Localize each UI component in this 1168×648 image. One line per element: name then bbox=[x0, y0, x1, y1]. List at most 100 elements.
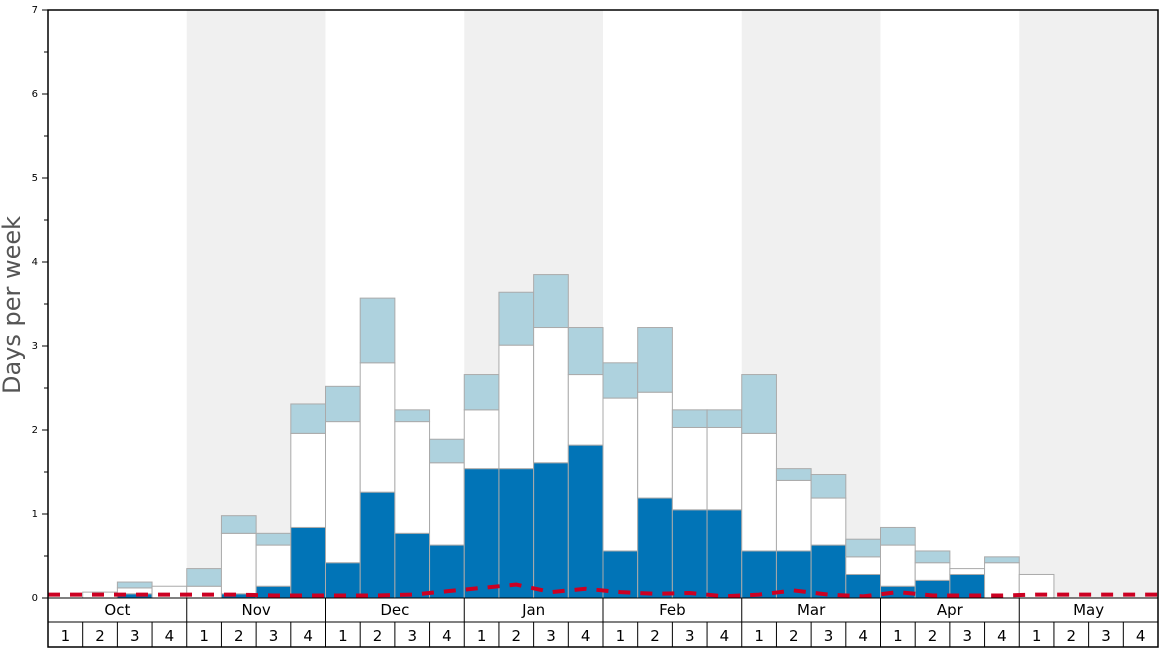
y-tick-label-4: 4 bbox=[32, 257, 38, 268]
y-tick-label-0: 0 bbox=[32, 593, 38, 604]
week-label-25: 1 bbox=[893, 627, 903, 645]
week-label-18: 2 bbox=[650, 627, 660, 645]
week-label-28: 4 bbox=[997, 627, 1007, 645]
bar-segment-dark-20 bbox=[706, 509, 743, 599]
week-label-30: 2 bbox=[1067, 627, 1077, 645]
week-label-22: 2 bbox=[789, 627, 799, 645]
month-label-may: May bbox=[1073, 601, 1104, 619]
week-label-3: 3 bbox=[130, 627, 140, 645]
week-label-1: 1 bbox=[61, 627, 71, 645]
week-label-12: 4 bbox=[442, 627, 452, 645]
week-label-14: 2 bbox=[512, 627, 522, 645]
bars bbox=[82, 274, 1055, 599]
week-label-13: 1 bbox=[477, 627, 487, 645]
bar-segment-light-17 bbox=[602, 362, 639, 399]
bar-segment-white-28 bbox=[984, 562, 1020, 599]
bar-segment-dark-18 bbox=[637, 497, 673, 599]
bar-segment-white-23 bbox=[810, 497, 847, 546]
week-label-2: 2 bbox=[95, 627, 105, 645]
y-tick-label-1: 1 bbox=[32, 509, 38, 520]
bar-segment-light-28 bbox=[984, 556, 1020, 564]
y-tick-label-3: 3 bbox=[32, 341, 38, 352]
week-label-15: 3 bbox=[546, 627, 556, 645]
week-label-21: 1 bbox=[754, 627, 764, 645]
bar-segment-white-26 bbox=[914, 562, 951, 581]
bar-segment-light-3 bbox=[116, 581, 153, 589]
bar-segment-white-12 bbox=[429, 462, 465, 546]
y-tick-label-6: 6 bbox=[32, 89, 38, 100]
y-axis-label: Days per week bbox=[0, 216, 26, 394]
bar-segment-light-21 bbox=[741, 374, 777, 434]
bar-segment-white-14 bbox=[498, 344, 535, 470]
bar-segment-light-12 bbox=[429, 438, 465, 464]
bar-segment-white-21 bbox=[741, 432, 777, 552]
week-label-19: 3 bbox=[685, 627, 695, 645]
bar-segment-white-22 bbox=[775, 479, 812, 552]
bar-segment-white-25 bbox=[880, 544, 916, 587]
y-axis: 0 1 2 3 4 5 6 7 bbox=[32, 5, 48, 604]
month-label-nov: Nov bbox=[241, 601, 270, 619]
bar-segment-white-6 bbox=[220, 532, 257, 595]
bar-segment-light-16 bbox=[567, 327, 604, 376]
bar-segment-white-9 bbox=[325, 421, 361, 564]
bar-segment-white-16 bbox=[567, 374, 604, 446]
bar-segment-light-18 bbox=[637, 327, 673, 393]
bar-segment-white-17 bbox=[602, 397, 639, 552]
bar-segment-white-19 bbox=[671, 426, 708, 511]
week-label-32: 4 bbox=[1136, 627, 1146, 645]
bar-segment-dark-9 bbox=[325, 562, 361, 599]
bar-segment-white-11 bbox=[394, 421, 431, 534]
bar-segment-white-10 bbox=[359, 362, 396, 493]
bar-segment-light-24 bbox=[845, 538, 881, 558]
dashed-line-path bbox=[48, 582, 1158, 599]
week-label-16: 4 bbox=[581, 627, 591, 645]
month-label-dec: Dec bbox=[380, 601, 409, 619]
month-label-jan: Jan bbox=[521, 601, 545, 619]
week-label-23: 3 bbox=[824, 627, 834, 645]
week-label-8: 4 bbox=[303, 627, 313, 645]
bar-segment-dark-19 bbox=[671, 509, 708, 599]
bar-segment-light-9 bbox=[325, 385, 361, 423]
x-axis: Oct Nov Dec Jan Feb Mar Apr May 1 2 3 4 1 2 3 4 1 2 3 4 1 2 3 4… bbox=[48, 597, 1158, 647]
bar-segment-white-13 bbox=[463, 409, 500, 470]
dashed-line-series bbox=[48, 582, 1158, 599]
bar-segment-light-8 bbox=[290, 403, 326, 434]
week-label-17: 1 bbox=[616, 627, 626, 645]
bar-segment-light-23 bbox=[810, 474, 847, 499]
week-label-6: 2 bbox=[234, 627, 244, 645]
bar-segment-dark-14 bbox=[498, 468, 535, 599]
bar-segment-light-25 bbox=[880, 526, 916, 546]
bar-segment-white-24 bbox=[845, 556, 881, 575]
bar-segment-white-7 bbox=[255, 544, 292, 587]
bar-segment-dark-11 bbox=[394, 532, 431, 599]
week-label-10: 2 bbox=[373, 627, 383, 645]
y-tick-label-5: 5 bbox=[32, 173, 38, 184]
month-label-oct: Oct bbox=[104, 601, 130, 619]
week-label-4: 4 bbox=[165, 627, 175, 645]
bar-segment-light-10 bbox=[359, 297, 396, 364]
bar-segment-dark-13 bbox=[463, 468, 500, 599]
week-label-26: 2 bbox=[928, 627, 938, 645]
bar-segment-light-19 bbox=[671, 409, 708, 428]
bar-segment-dark-23 bbox=[810, 544, 847, 599]
bar-segment-light-13 bbox=[463, 374, 500, 411]
bar-segment-light-6 bbox=[220, 515, 257, 534]
bar-segment-light-14 bbox=[498, 291, 535, 346]
bar-segment-dark-10 bbox=[359, 491, 396, 599]
bar-segment-light-15 bbox=[533, 274, 569, 329]
bar-segment-dark-16 bbox=[567, 444, 604, 599]
y-tick-label-7: 7 bbox=[32, 5, 38, 16]
bar-segment-dark-8 bbox=[290, 526, 326, 599]
week-label-9: 1 bbox=[338, 627, 348, 645]
bar-segment-dark-15 bbox=[533, 462, 569, 599]
y-tick-label-2: 2 bbox=[32, 425, 38, 436]
month-label-mar: Mar bbox=[797, 601, 826, 619]
week-label-20: 4 bbox=[720, 627, 730, 645]
bar-segment-light-11 bbox=[394, 409, 431, 423]
week-label-31: 3 bbox=[1101, 627, 1111, 645]
week-label-11: 3 bbox=[407, 627, 417, 645]
bar-segment-light-22 bbox=[775, 468, 812, 481]
month-label-feb: Feb bbox=[659, 601, 686, 619]
week-label-24: 4 bbox=[858, 627, 868, 645]
